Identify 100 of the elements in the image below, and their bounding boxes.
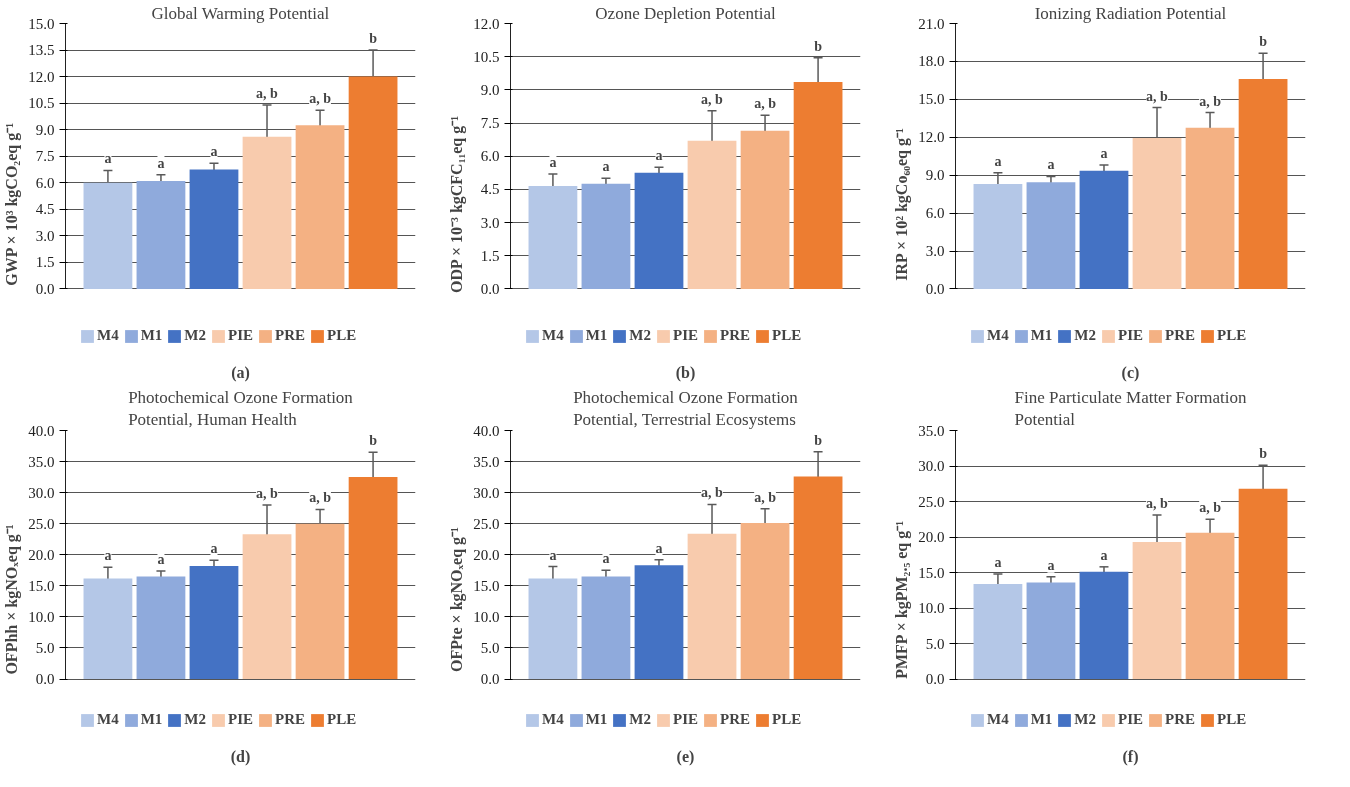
data-label: a, b [1199, 93, 1222, 109]
bar [1238, 488, 1288, 680]
data-label: a, b [754, 489, 777, 505]
chart-title: Ionizing Radiation Potential [1034, 3, 1227, 23]
legend-label: M2 [629, 711, 652, 728]
data-label: a, b [309, 490, 332, 506]
y-tick-label: 35.0 [28, 453, 55, 470]
y-tick-label: 35.0 [473, 453, 500, 470]
y-tick-label: 15.0 [473, 577, 500, 594]
legend-label: M1 [585, 327, 608, 344]
bar [242, 136, 292, 289]
y-tick-label: 5.0 [480, 639, 500, 656]
y-tick-label: 0.0 [35, 280, 55, 297]
legend-label: M4 [987, 711, 1009, 728]
text: (b) [675, 363, 696, 382]
legend-label: PRE [275, 711, 306, 728]
legend-label: M1 [1030, 711, 1053, 728]
bar [295, 125, 345, 289]
bar [83, 182, 133, 289]
y-tick-label: 0.0 [35, 671, 55, 688]
legend-label: M2 [629, 327, 652, 344]
bar [1026, 582, 1076, 680]
bar [1185, 532, 1235, 680]
data-label: a [1100, 146, 1108, 162]
legend-label: M1 [140, 327, 163, 344]
y-tick-label: 40.0 [473, 422, 500, 439]
y-tick-label: 5.0 [925, 635, 945, 652]
data-label: a, b [256, 486, 279, 502]
data-label: a [157, 155, 165, 171]
data-label: a [602, 551, 610, 567]
bar [136, 576, 186, 680]
legend-label: PIE [1118, 327, 1144, 344]
data-label: a [104, 548, 112, 564]
legend-label: PIE [673, 327, 699, 344]
y-tick-label: 30.0 [918, 458, 945, 474]
y-tick-label: 30.0 [28, 484, 55, 501]
text: (a) [231, 363, 250, 382]
bar [83, 578, 133, 680]
chart-title: Ozone Depletion Potential [595, 3, 776, 23]
y-tick-label: 0.0 [925, 671, 945, 688]
legend-label: PRE [1165, 711, 1196, 728]
data-label: a, b [1199, 500, 1222, 516]
y-tick-label: 15.0 [28, 577, 55, 594]
y-tick-label: 3.0 [925, 243, 945, 260]
bar [1079, 170, 1129, 289]
y-tick-label: 13.5 [28, 42, 55, 59]
bar [1238, 79, 1288, 289]
y-axis-title: IRP × 10² kgCo₆₀eq g⁻¹ [893, 128, 912, 281]
chart-title: Global Warming Potential [151, 3, 330, 23]
text: (e) [676, 747, 695, 766]
y-tick-label: 20.0 [473, 546, 500, 563]
bar [1185, 127, 1235, 289]
data-label: a [157, 551, 165, 567]
data-label: a [549, 547, 557, 563]
text: (c) [1121, 363, 1140, 382]
legend-label: PLE [327, 711, 357, 728]
y-tick-label: 9.0 [925, 167, 945, 184]
y-tick-label: 1.5 [35, 254, 55, 271]
bar [634, 172, 684, 289]
data-label: b [1259, 446, 1268, 462]
y-tick-label: 12.0 [28, 68, 55, 85]
bar [973, 583, 1023, 680]
legend-label: PRE [275, 327, 306, 344]
data-label: a, b [701, 91, 724, 107]
bar [1132, 541, 1182, 680]
data-label: a, b [309, 91, 332, 107]
chart-title: Fine Particulate Matter Formation Potential [1014, 387, 1247, 430]
data-label: a [1047, 557, 1055, 573]
data-label: a [655, 540, 663, 556]
bar [189, 565, 239, 680]
y-axis-title: PMFP × kgPM₂.₅ eq g⁻¹ [893, 520, 912, 679]
legend-label: M4 [97, 711, 119, 728]
y-tick-label: 10.0 [28, 608, 55, 625]
legend-label: PIE [1118, 711, 1144, 728]
data-label: a [994, 153, 1002, 169]
legend-label: PRE [720, 327, 751, 344]
y-tick-label: 35.0 [918, 422, 945, 439]
y-tick-label: 6.0 [35, 174, 55, 191]
legend-label: M2 [1074, 327, 1097, 344]
chart-title: Photochemical Ozone Formation Potential, Human Health [128, 387, 354, 430]
y-tick-label: 10.5 [473, 48, 500, 65]
text: (d) [230, 747, 251, 766]
y-axis-title: ODP × 10⁻³ kgCFC₁₁eq g⁻¹ [448, 115, 467, 293]
legend-label: PIE [228, 327, 254, 344]
data-label: a, b [1146, 496, 1169, 511]
legend-label: PIE [228, 711, 254, 728]
legend-label: M2 [1074, 711, 1097, 728]
y-tick-label: 20.0 [918, 529, 945, 546]
bar [740, 130, 790, 289]
legend-label: PLE [1217, 711, 1247, 728]
legend-label: PLE [772, 327, 802, 344]
chart-title: Photochemical Ozone Formation Potential, Terrestrial Ecosystems [573, 387, 799, 430]
data-label: a, b [256, 85, 279, 101]
y-axis-title: OFPte × kgNOₓeq g⁻¹ [448, 526, 467, 672]
y-tick-label: 25.0 [28, 515, 55, 532]
legend-label: PLE [772, 711, 802, 728]
y-tick-label: 7.5 [480, 115, 500, 132]
y-tick-label: 0.0 [480, 280, 500, 297]
y-tick-label: 10.0 [918, 600, 945, 617]
data-label: a [210, 144, 218, 160]
